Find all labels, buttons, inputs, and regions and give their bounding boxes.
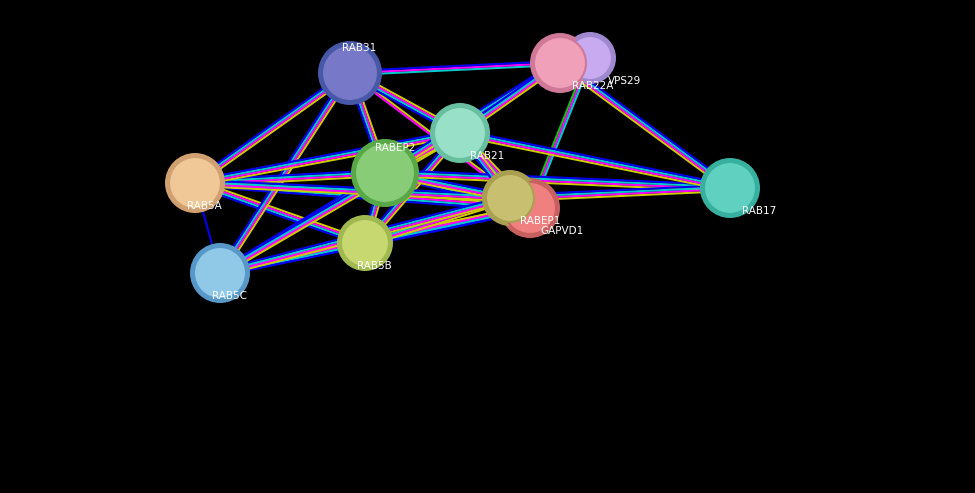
Circle shape (434, 107, 486, 159)
Circle shape (165, 153, 225, 213)
Circle shape (430, 103, 490, 163)
Circle shape (337, 215, 393, 271)
Circle shape (704, 162, 756, 214)
Circle shape (194, 247, 246, 299)
Circle shape (322, 45, 378, 101)
Text: VPS29: VPS29 (608, 76, 642, 86)
Circle shape (169, 157, 221, 209)
Circle shape (486, 174, 534, 222)
Circle shape (700, 158, 760, 218)
Text: GAPVD1: GAPVD1 (540, 226, 583, 236)
Circle shape (564, 32, 616, 84)
Circle shape (504, 182, 556, 234)
Text: RAB17: RAB17 (742, 206, 776, 216)
Circle shape (500, 178, 560, 238)
Circle shape (534, 37, 586, 89)
Text: RAB5C: RAB5C (212, 291, 247, 301)
Text: RABEP1: RABEP1 (520, 216, 561, 226)
Text: RABEP2: RABEP2 (375, 143, 415, 153)
Circle shape (351, 139, 419, 207)
Circle shape (355, 143, 415, 203)
Text: RAB21: RAB21 (470, 151, 504, 161)
Text: RAB5A: RAB5A (187, 201, 221, 211)
Circle shape (318, 41, 382, 105)
Circle shape (341, 219, 389, 267)
Circle shape (568, 36, 612, 80)
Text: RAB5B: RAB5B (357, 261, 392, 271)
Text: RAB22A: RAB22A (572, 81, 613, 91)
Circle shape (190, 243, 250, 303)
Circle shape (482, 170, 538, 226)
Circle shape (530, 33, 590, 93)
Text: RAB31: RAB31 (342, 43, 376, 53)
